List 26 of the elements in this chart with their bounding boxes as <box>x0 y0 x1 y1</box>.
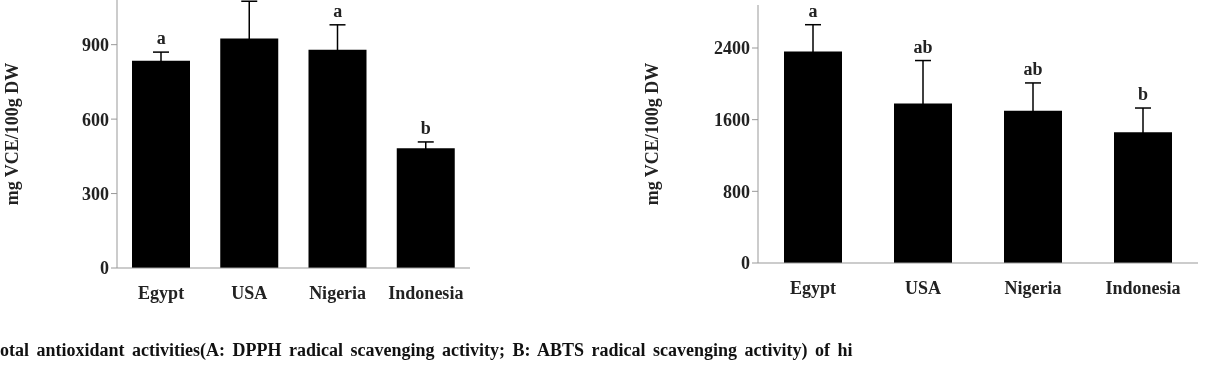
annotation: ab <box>913 36 933 57</box>
y-tick-label: 300 <box>82 183 109 204</box>
annotation: a <box>156 28 166 49</box>
x-tick-label: Indonesia <box>388 282 464 303</box>
y-axis-title: mg VCE/100g DW <box>2 62 23 206</box>
text: otal antioxidant activities(A: DPPH radical scavenging activity; B: ABTS radical scavenging activity) of hi <box>0 340 854 361</box>
y-tick-label: 600 <box>82 109 109 130</box>
x-tick-label: Indonesia <box>1105 277 1181 298</box>
y-tick-label: 2400 <box>714 38 750 59</box>
y-tick-label: 0 <box>100 258 109 279</box>
x-tick-label: Egypt <box>789 277 837 298</box>
x-tick-label: USA <box>904 277 942 298</box>
y-tick-label: 800 <box>723 181 750 202</box>
annotation: b <box>420 117 431 138</box>
x-tick-label: USA <box>231 282 268 303</box>
x-tick-label: Nigeria <box>309 282 367 303</box>
annotation: a <box>333 0 343 21</box>
x-tick-label: Nigeria <box>1004 277 1062 298</box>
annotation: a <box>808 0 818 21</box>
y-tick-label: 900 <box>82 35 109 56</box>
y-tick-label: 1600 <box>714 110 750 131</box>
annotation: ab <box>1023 58 1043 79</box>
x-tick-label: Egypt <box>138 282 185 303</box>
y-tick-label: 0 <box>741 253 750 274</box>
y-axis-title: mg VCE/100g DW <box>642 62 663 206</box>
annotation: b <box>1137 84 1149 105</box>
